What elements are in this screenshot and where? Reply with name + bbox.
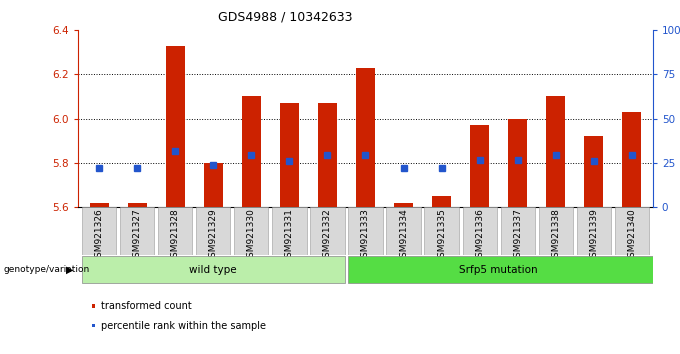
FancyBboxPatch shape — [386, 207, 421, 255]
Text: GSM921334: GSM921334 — [399, 209, 408, 263]
Bar — [394, 203, 413, 207]
FancyBboxPatch shape — [82, 207, 116, 255]
Bar — [166, 46, 185, 207]
FancyBboxPatch shape — [310, 207, 345, 255]
Bar — [128, 203, 147, 207]
FancyBboxPatch shape — [500, 207, 535, 255]
Text: GSM921326: GSM921326 — [95, 209, 103, 263]
Bar — [432, 196, 451, 207]
Text: GSM921328: GSM921328 — [171, 209, 180, 263]
FancyBboxPatch shape — [272, 207, 307, 255]
Bar — [242, 97, 261, 207]
Text: GSM921338: GSM921338 — [551, 209, 560, 263]
Bar — [546, 97, 565, 207]
Text: GSM921331: GSM921331 — [285, 209, 294, 263]
Text: percentile rank within the sample: percentile rank within the sample — [101, 321, 266, 331]
Bar — [318, 103, 337, 207]
FancyBboxPatch shape — [424, 207, 459, 255]
FancyBboxPatch shape — [234, 207, 269, 255]
Text: GSM921335: GSM921335 — [437, 209, 446, 263]
Text: GSM921336: GSM921336 — [475, 209, 484, 263]
FancyBboxPatch shape — [539, 207, 573, 255]
FancyBboxPatch shape — [348, 207, 383, 255]
Bar — [348, 256, 653, 284]
Bar — [584, 136, 603, 207]
Text: GSM921337: GSM921337 — [513, 209, 522, 263]
Bar — [622, 112, 641, 207]
FancyBboxPatch shape — [462, 207, 497, 255]
Text: GSM921339: GSM921339 — [590, 209, 598, 263]
Bar — [204, 163, 223, 207]
Text: GSM921330: GSM921330 — [247, 209, 256, 263]
Text: GSM921329: GSM921329 — [209, 209, 218, 263]
FancyBboxPatch shape — [120, 207, 154, 255]
Bar — [470, 125, 489, 207]
Text: Srfp5 mutation: Srfp5 mutation — [460, 265, 538, 275]
Text: ▶: ▶ — [66, 265, 73, 275]
FancyBboxPatch shape — [577, 207, 611, 255]
Text: GSM921340: GSM921340 — [628, 209, 636, 263]
Bar — [356, 68, 375, 207]
Bar — [508, 119, 527, 207]
Text: GSM921327: GSM921327 — [133, 209, 141, 263]
Text: wild type: wild type — [190, 265, 237, 275]
FancyBboxPatch shape — [615, 207, 649, 255]
FancyBboxPatch shape — [196, 207, 231, 255]
Text: genotype/variation: genotype/variation — [3, 265, 90, 274]
Text: transformed count: transformed count — [101, 301, 192, 311]
FancyBboxPatch shape — [158, 207, 192, 255]
Bar — [82, 256, 345, 284]
Text: GSM921332: GSM921332 — [323, 209, 332, 263]
Bar — [280, 103, 299, 207]
Bar — [90, 203, 109, 207]
Text: GDS4988 / 10342633: GDS4988 / 10342633 — [218, 11, 353, 24]
Text: GSM921333: GSM921333 — [361, 209, 370, 263]
